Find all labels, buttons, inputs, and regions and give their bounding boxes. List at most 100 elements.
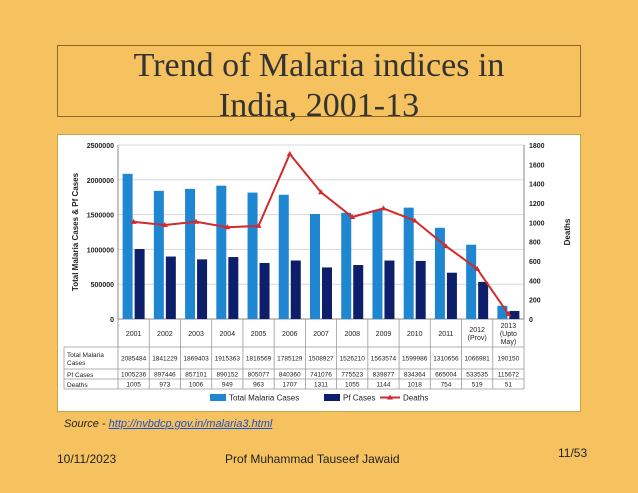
deaths-point [474,265,481,271]
bar-pf-cases [165,256,176,319]
y2-tick-label: 800 [529,240,541,247]
table-cell-value: 857101 [185,372,207,379]
y-axis-title: Total Malaria Cases & Pf Cases [71,172,80,291]
deaths-point [286,150,293,156]
y-tick-label: 2500000 [87,143,114,150]
table-cell-value: 1006 [189,382,204,389]
bar-total-cases [247,192,258,319]
table-cell-value: 1563574 [371,356,397,363]
y2-tick-label: 600 [529,259,541,266]
table-cell-value: 1055 [345,382,360,389]
y2-tick-label: 1600 [529,162,545,169]
x-tick-label: 2011 [438,331,453,338]
deaths-point [349,214,356,220]
footer-date: 10/11/2023 [57,452,117,466]
x-tick-label: (Prov) [468,335,487,342]
table-cell-value: 1005236 [121,372,147,379]
table-cell-value: 1310656 [433,356,459,363]
table-cell-value: 1599986 [402,356,428,363]
table-cell-value: 190150 [498,356,520,363]
x-tick-label: 2010 [407,331,423,338]
table-cell-value: 1508927 [308,356,334,363]
bar-pf-cases [415,260,426,319]
table-cell-value: 805077 [248,372,270,379]
bar-pf-cases [259,262,270,319]
x-tick-label: 2012 [469,327,485,334]
table-cell-value: 1816569 [246,356,272,363]
x-tick-label: 2009 [376,331,392,338]
bar-pf-cases [134,249,145,319]
table-cell-value: 1311 [314,382,328,389]
bar-pf-cases [290,260,301,319]
malaria-chart: 0500000100000015000002000000250000002004… [63,143,572,403]
deaths-point [255,222,262,228]
deaths-point [318,189,324,195]
bar-pf-cases [228,257,239,319]
x-tick-label: 2006 [282,331,298,338]
legend-label-total: Total Malaria Cases [229,394,299,403]
deaths-point [193,218,200,224]
bar-total-cases [466,244,477,319]
y2-tick-label: 1200 [529,201,545,208]
y2-tick-label: 1800 [529,143,545,150]
table-cell-value: 1869403 [183,356,209,363]
table-cell-value: 973 [159,382,170,389]
table-row-label: Cases [67,360,86,367]
table-cell-value: 2085484 [121,356,147,363]
table-cell-value: 839877 [373,372,395,379]
x-tick-label: May) [501,339,517,346]
deaths-point [411,217,418,223]
x-tick-label: 2003 [188,331,204,338]
bar-total-cases [372,210,383,319]
deaths-point [442,243,449,249]
y-tick-label: 500000 [91,282,114,289]
bar-total-cases [278,194,289,319]
table-cell-value: 775523 [341,372,363,379]
table-cell-value: 754 [440,382,451,389]
x-tick-label: 2001 [126,331,142,338]
legend-label-deaths: Deaths [403,394,428,403]
table-cell-value: 890152 [216,372,238,379]
deaths-point [224,224,231,230]
y-tick-label: 2000000 [87,178,114,185]
x-tick-label: 2005 [251,331,267,338]
bar-pf-cases [446,272,457,319]
table-cell-value: 897446 [154,372,176,379]
x-tick-label: 2007 [313,331,329,338]
y2-tick-label: 0 [529,317,533,324]
table-cell-value: 1526210 [340,356,366,363]
bar-total-cases [497,305,508,319]
table-cell-value: 834364 [404,372,426,379]
bar-total-cases [434,227,445,319]
x-tick-label: 2004 [220,331,236,338]
source-line: Source - http://nvbdcp.gov.in/malaria3.h… [64,418,272,430]
table-cell-value: 1841229 [152,356,178,363]
table-cell-value: 949 [222,382,233,389]
deaths-point [161,221,168,227]
x-tick-label: 2002 [157,331,173,338]
table-cell-value: 1066981 [464,356,490,363]
y2-tick-label: 400 [529,278,541,285]
x-tick-label: 2008 [344,331,360,338]
table-cell-value: 741076 [310,372,332,379]
legend-marker-deaths [387,394,393,400]
y-tick-label: 0 [110,317,114,324]
table-cell-value: 51 [505,382,513,389]
bar-pf-cases [384,260,395,319]
table-cell-value: 840360 [279,372,301,379]
table-cell-value: 533535 [466,372,488,379]
table-cell-value: 519 [472,382,483,389]
bar-pf-cases [197,259,208,319]
bar-total-cases [216,185,227,319]
legend-label-pf: Pf Cases [343,394,375,403]
source-link[interactable]: http://nvbdcp.gov.in/malaria3.html [108,418,273,430]
table-row-label: Total Malaria [67,352,104,359]
y2-tick-label: 1400 [529,182,545,189]
source-prefix: Source - [64,418,106,430]
y2-tick-label: 200 [529,298,541,305]
footer-author: Prof Muhammad Tauseef Jawaid [225,452,400,466]
table-row-label: Deaths [67,382,88,389]
bar-total-cases [341,212,352,319]
bar-total-cases [153,190,164,319]
bar-pf-cases [478,281,489,319]
